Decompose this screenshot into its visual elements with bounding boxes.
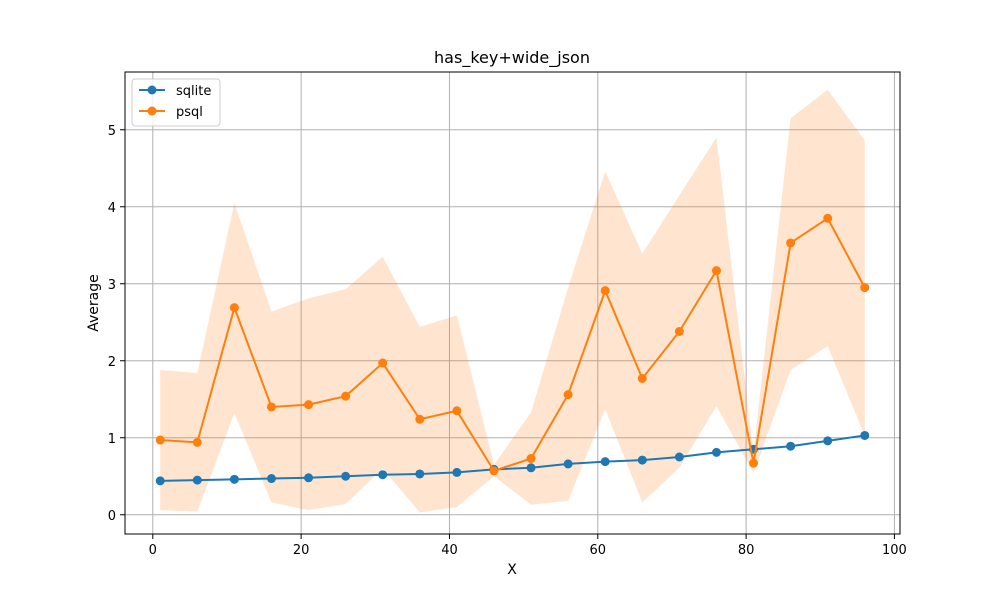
sqlite-point <box>155 476 165 486</box>
y-tick-label: 4 <box>108 201 116 216</box>
psql-point <box>749 458 759 468</box>
x-tick-label: 0 <box>149 543 157 558</box>
x-axis-label: X <box>507 562 517 578</box>
psql-point <box>341 391 351 401</box>
y-tick-label: 2 <box>108 355 116 370</box>
psql-point <box>452 406 462 416</box>
x-tick-label: 40 <box>441 543 458 558</box>
psql-point <box>489 466 499 476</box>
psql-point <box>378 358 388 368</box>
psql-point <box>563 390 573 400</box>
confidence-bands <box>160 89 865 513</box>
psql-point <box>823 213 833 223</box>
sqlite-point <box>674 452 684 462</box>
psql-point <box>266 402 276 412</box>
y-tick-label: 3 <box>108 278 116 293</box>
sqlite-point <box>860 430 870 440</box>
psql-point <box>304 400 314 410</box>
sqlite-point <box>786 441 796 451</box>
legend-psql-marker <box>147 106 157 116</box>
legend-sqlite-label: sqlite <box>176 84 211 99</box>
psql-point <box>155 435 165 445</box>
psql-point <box>637 373 647 383</box>
sqlite-point <box>563 459 573 469</box>
sqlite-point <box>823 436 833 446</box>
sqlite-point <box>192 475 202 485</box>
y-tick-label: 0 <box>108 509 116 524</box>
x-tick-label: 60 <box>590 543 607 558</box>
legend-psql-label: psql <box>176 105 203 120</box>
psql-point <box>192 437 202 447</box>
sqlite-line <box>160 434 865 482</box>
sqlite-point <box>526 463 536 473</box>
psql-point <box>600 286 610 296</box>
psql-point <box>229 303 239 313</box>
sqlite-point <box>637 455 647 465</box>
psql-point <box>786 238 796 248</box>
x-tick-label: 20 <box>293 543 310 558</box>
legend-sqlite-marker <box>147 85 157 95</box>
legend: sqlite psql <box>131 78 221 127</box>
psql-band <box>160 89 865 513</box>
x-tick-label: 80 <box>738 543 755 558</box>
y-axis-label: Average <box>86 274 102 332</box>
y-tick-label: 1 <box>108 432 116 447</box>
sqlite-point <box>266 474 276 484</box>
sqlite-point <box>415 469 425 479</box>
y-tick-label: 5 <box>108 124 116 139</box>
sqlite-point <box>341 471 351 481</box>
psql-point <box>526 454 536 464</box>
plot-frame <box>124 71 901 535</box>
x-tick-label: 100 <box>882 543 907 558</box>
psql-point <box>711 266 721 276</box>
sqlite-point <box>600 457 610 467</box>
chart-title: has_key+wide_json <box>434 48 590 68</box>
psql-point <box>674 326 684 336</box>
sqlite-point <box>711 447 721 457</box>
sqlite-point <box>378 470 388 480</box>
sqlite-point <box>452 467 462 477</box>
series-lines <box>155 213 870 486</box>
sqlite-point <box>304 473 314 483</box>
axis-ticks: 0 20 40 60 80 100 0 1 2 3 4 5 <box>108 124 907 558</box>
psql-point <box>415 414 425 424</box>
psql-point <box>860 283 870 293</box>
sqlite-point <box>229 474 239 484</box>
psql-line <box>160 216 866 473</box>
